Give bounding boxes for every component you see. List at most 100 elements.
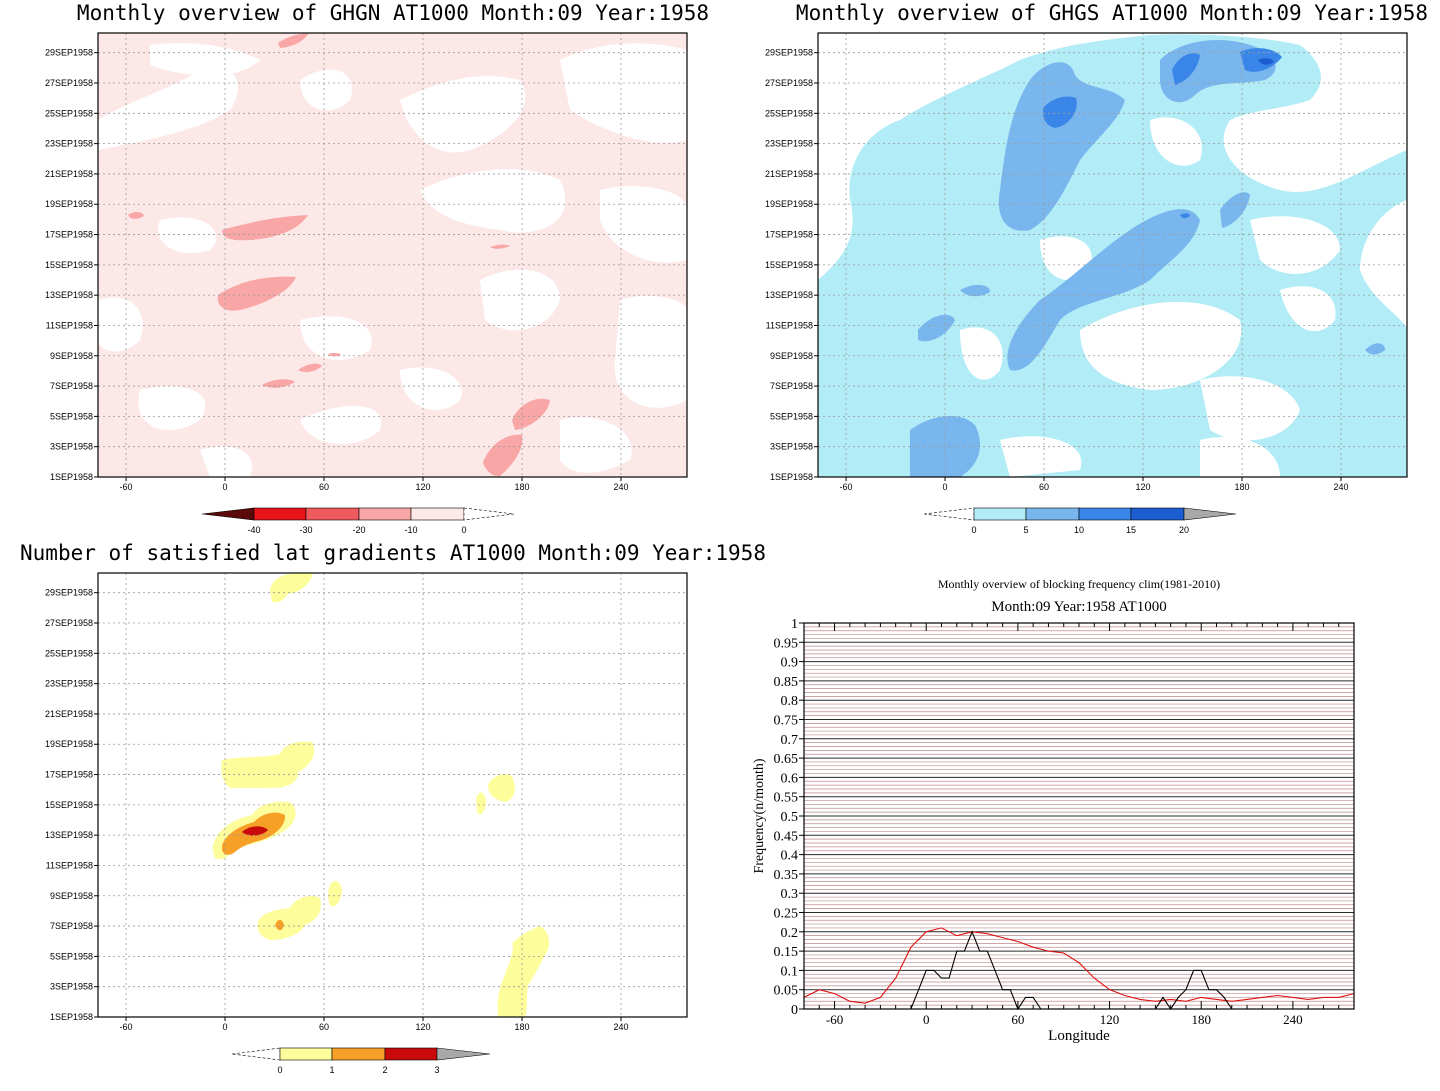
blocking-x-tick-label: 120 <box>1100 1012 1120 1027</box>
y-tick-label: 15SEP1958 <box>765 260 813 270</box>
ghgs-zero-patch <box>1080 301 1242 390</box>
y-tick-label: 25SEP1958 <box>765 108 813 118</box>
ghgs-level-10-fill <box>1365 343 1385 355</box>
ghgs-colorbar-triangle-low <box>923 507 975 521</box>
blocking-y-tick-label: 0.8 <box>781 694 799 709</box>
x-tick-label: 60 <box>319 482 329 492</box>
x-tick-label: -60 <box>120 1022 133 1032</box>
y-tick-label: 27SEP1958 <box>45 618 93 628</box>
x-tick-label: 120 <box>416 1022 431 1032</box>
ghgs-colorbar-label: 5 <box>1023 525 1028 535</box>
blocking-y-tick-label: 0.85 <box>774 675 799 690</box>
blocking-y-tick-label: 0.75 <box>774 714 799 729</box>
y-tick-label: 3SEP1958 <box>770 442 813 452</box>
ghgn-plot-frame <box>97 32 688 478</box>
y-tick-label: 23SEP1958 <box>45 679 93 689</box>
ghgn-level-20-feature <box>512 398 550 430</box>
grad-level-1-feature <box>476 792 486 815</box>
panel-ghgs: Monthly overview of GHGS AT1000 Month:09… <box>765 1 1428 535</box>
blocking-x-tick-label: 60 <box>1011 1012 1024 1027</box>
grad-level-3-feature <box>242 826 268 836</box>
ghgs-colorbar-label: 0 <box>971 525 976 535</box>
x-tick-label: 60 <box>1039 482 1049 492</box>
grad-colorbar-label: 2 <box>382 1065 387 1075</box>
ghgn-zero-patch <box>614 295 687 408</box>
ghgs-zero-patch <box>1000 436 1082 477</box>
ghgn-colorbar-label: -30 <box>299 525 312 535</box>
ghgs-colorbar: 0 5 10 15 20 <box>923 507 1237 535</box>
ghgs-title: Monthly overview of GHGS AT1000 Month:09… <box>796 1 1428 25</box>
y-tick-label: 1SEP1958 <box>770 472 813 482</box>
y-tick-label: 19SEP1958 <box>45 199 93 209</box>
y-tick-label: 5SEP1958 <box>50 951 93 961</box>
x-tick-label: 0 <box>223 1022 228 1032</box>
grad-colorbar-label: 0 <box>277 1065 282 1075</box>
y-tick-label: 11SEP1958 <box>46 860 93 870</box>
grad-level-1-feature <box>270 573 313 603</box>
x-tick-label: 120 <box>416 482 431 492</box>
x-tick-label: 0 <box>943 482 948 492</box>
blocking-y-tick-label: 0.5 <box>781 810 799 825</box>
x-tick-label: 0 <box>223 482 228 492</box>
y-tick-label: 27SEP1958 <box>765 78 813 88</box>
blocking-y-tick-label: 0.45 <box>774 829 799 844</box>
blocking-y-tick-label: 0.55 <box>774 791 799 806</box>
y-tick-label: 3SEP1958 <box>50 442 93 452</box>
y-tick-label: 17SEP1958 <box>45 230 93 240</box>
ghgn-colorbar-segment <box>253 507 307 521</box>
blocking-grid-lines <box>804 626 1354 1006</box>
ghgn-zero-patch <box>158 217 217 254</box>
blocking-x-tick-label: -60 <box>826 1012 843 1027</box>
ghgs-level-10-fill <box>960 284 990 297</box>
ghgs-field <box>818 33 1407 477</box>
ghgn-level-20-feature <box>490 244 510 249</box>
y-tick-label: 17SEP1958 <box>45 770 93 780</box>
blocking-y-tick-label: 0.7 <box>781 733 799 748</box>
y-tick-label: 7SEP1958 <box>770 381 813 391</box>
y-tick-label: 9SEP1958 <box>50 351 93 361</box>
ghgn-zero-patch <box>138 386 206 430</box>
blocking-title: Monthly overview of blocking frequency c… <box>938 577 1220 591</box>
blocking-x-tick-label: 180 <box>1191 1012 1211 1027</box>
y-tick-label: 9SEP1958 <box>770 351 813 361</box>
blocking-y-tick-label: 0.4 <box>781 849 799 864</box>
ghgn-zero-patch <box>560 417 632 473</box>
blocking-y-tick-label: 0.65 <box>774 752 799 767</box>
ghgn-colorbar-triangle-low <box>201 507 255 521</box>
ghgn-level-20-feature <box>222 215 308 241</box>
y-tick-label: 25SEP1958 <box>45 108 93 118</box>
ghgs-colorbar-segment <box>1130 507 1185 521</box>
y-tick-label: 13SEP1958 <box>45 290 93 300</box>
ghgn-zero-patch <box>400 76 526 153</box>
grad-plot-frame <box>97 572 688 1018</box>
ghgn-level-20-feature <box>483 434 523 477</box>
y-tick-label: 21SEP1958 <box>45 709 93 719</box>
blocking-y-tick-label: 0.35 <box>774 868 799 883</box>
y-tick-label: 7SEP1958 <box>50 381 93 391</box>
y-tick-label: 23SEP1958 <box>45 139 93 149</box>
panel-blocking: Monthly overview of blocking frequency c… <box>752 577 1355 1044</box>
blocking-y-tick-label: 0.25 <box>774 907 799 922</box>
grad-level-2-feature <box>275 919 284 931</box>
grad-level-1-feature <box>221 741 315 788</box>
ghgn-title: Monthly overview of GHGN AT1000 Month:09… <box>77 1 709 25</box>
climatology-frequency-line <box>803 927 1355 1004</box>
y-tick-label: 29SEP1958 <box>45 588 93 598</box>
y-tick-label: 21SEP1958 <box>45 169 93 179</box>
ghgn-colorbar-triangle-high <box>463 507 515 521</box>
x-tick-label: -60 <box>840 482 853 492</box>
y-tick-label: 21SEP1958 <box>765 169 813 179</box>
ghgn-level-20-feature <box>217 276 296 311</box>
blocking-y-tick-label: 0.05 <box>774 984 799 999</box>
blocking-y-tick-label: 0.6 <box>781 771 799 786</box>
ghgs-level-20-fill <box>1258 58 1274 65</box>
ghgn-level-20-feature <box>298 363 322 373</box>
y-tick-label: 29SEP1958 <box>45 48 93 58</box>
ghgs-zero-patch <box>1200 376 1300 441</box>
ghgs-colorbar-segment <box>1078 507 1132 521</box>
y-tick-label: 15SEP1958 <box>45 260 93 270</box>
grad-colorbar-segment <box>331 1047 386 1061</box>
ghgn-colorbar: -40 -30 -20 -10 0 <box>201 507 515 535</box>
y-tick-label: 13SEP1958 <box>45 830 93 840</box>
